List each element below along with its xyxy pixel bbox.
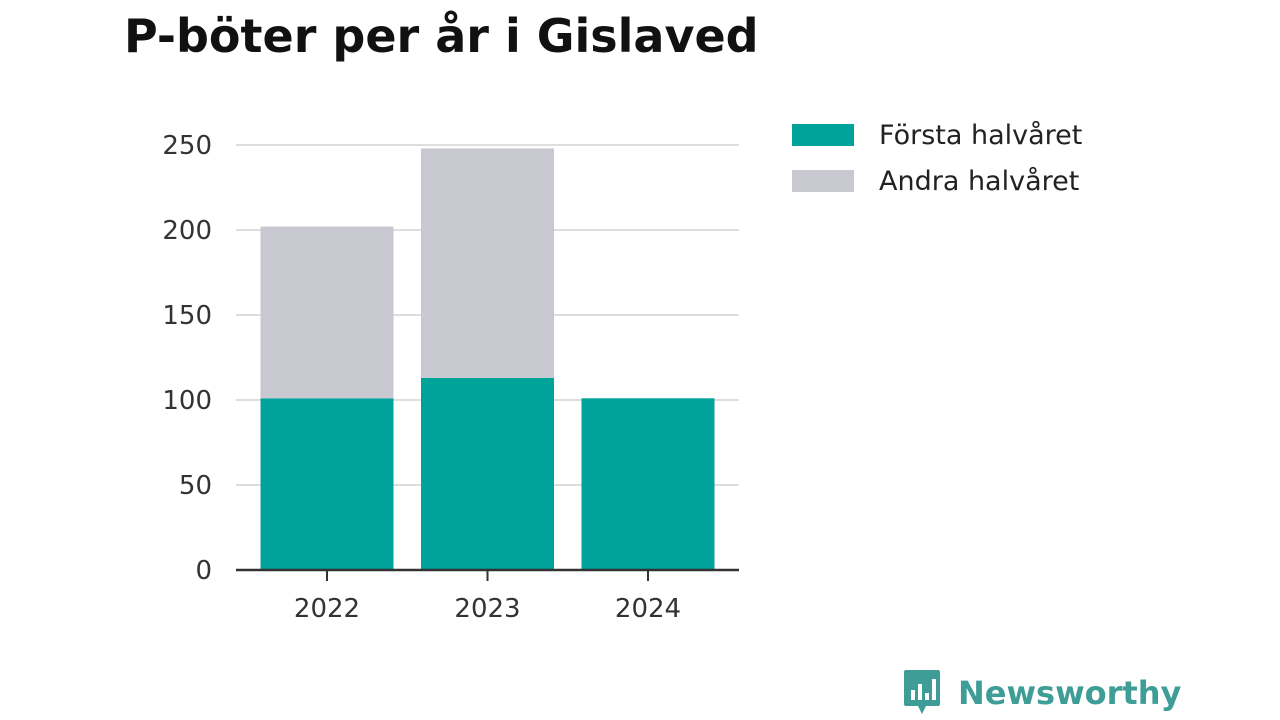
legend-item-andra-halvaret: Andra halvåret [792,158,1082,204]
y-tick-labels: 0 50 100 150 200 250 [162,131,212,586]
bar-2022-series-1 [260,226,394,399]
logo-text: Newsworthy [958,674,1182,712]
bars [260,148,715,570]
bar-2022-series-0 [260,398,394,570]
y-tick-label: 150 [162,301,212,331]
legend-label-forsta-halvaret: Första halvåret [879,119,1083,151]
y-tick-label: 100 [162,386,212,416]
y-tick-label: 200 [162,216,212,246]
chart-title: P-böter per år i Gislaved [124,9,759,63]
legend-item-forsta-halvaret: Första halvåret [792,112,1082,158]
bar-chart-speech-bubble-icon [904,670,940,714]
bar-2023-series-1 [421,148,554,378]
legend-swatch-forsta-halvaret [792,124,854,146]
newsworthy-logo: Newsworthy [902,668,1181,718]
bar-2023-series-0 [421,377,554,570]
y-tick-label: 50 [179,471,212,501]
x-axis [236,568,739,581]
legend: Första halvåret Andra halvåret [792,112,1082,204]
x-tick-label: 2023 [454,594,520,624]
y-tick-label: 0 [195,556,212,586]
x-tick-label: 2024 [615,594,681,624]
legend-swatch-andra-halvaret [792,170,854,192]
bar-2024-series-0 [581,398,715,570]
legend-label-andra-halvaret: Andra halvåret [879,165,1080,197]
y-tick-label: 250 [162,131,212,161]
x-tick-labels: 2022 2023 2024 [294,594,681,624]
x-tick-label: 2022 [294,594,360,624]
